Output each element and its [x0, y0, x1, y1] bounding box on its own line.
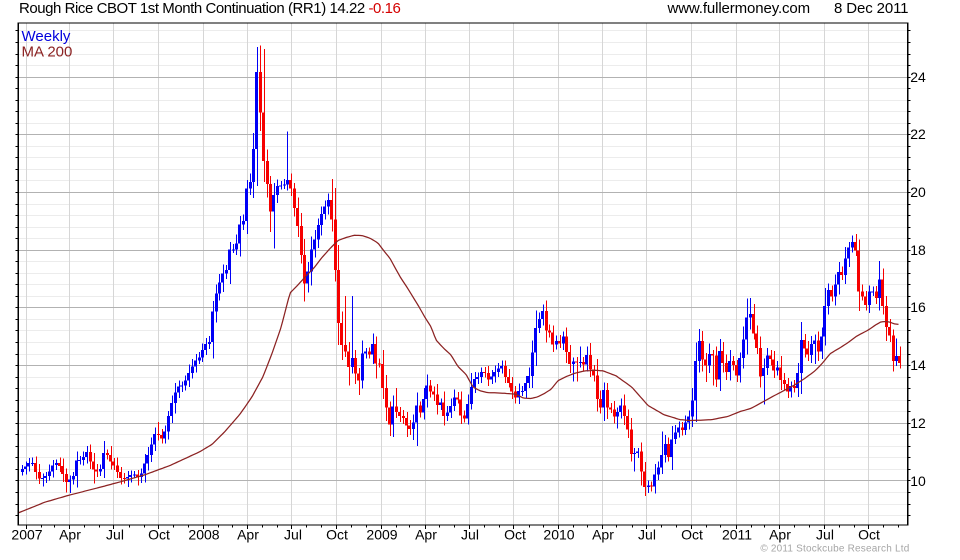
- svg-text:Rough Rice CBOT 1st Month Cont: Rough Rice CBOT 1st Month Continuation (…: [19, 0, 401, 17]
- svg-text:Oct: Oct: [681, 527, 703, 543]
- svg-text:Jul: Jul: [284, 527, 302, 543]
- svg-text:Oct: Oct: [504, 527, 526, 543]
- svg-text:Jul: Jul: [106, 527, 124, 543]
- svg-text:© 2011 Stockcube Research Ltd: © 2011 Stockcube Research Ltd: [760, 544, 909, 555]
- svg-text:24: 24: [910, 69, 926, 85]
- svg-text:18: 18: [910, 242, 926, 258]
- svg-text:2007: 2007: [11, 527, 42, 543]
- svg-text:MA 200: MA 200: [22, 44, 73, 61]
- svg-text:Apr: Apr: [769, 527, 791, 543]
- svg-text:10: 10: [910, 473, 926, 489]
- svg-text:Apr: Apr: [59, 527, 81, 543]
- svg-text:Oct: Oct: [148, 527, 170, 543]
- svg-text:Apr: Apr: [592, 527, 614, 543]
- svg-text:2010: 2010: [543, 527, 574, 543]
- svg-text:16: 16: [910, 299, 926, 315]
- svg-text:22: 22: [910, 126, 926, 142]
- svg-text:Jul: Jul: [816, 527, 834, 543]
- svg-text:Apr: Apr: [415, 527, 437, 543]
- svg-text:www.fullermoney.com: www.fullermoney.com: [667, 0, 810, 17]
- svg-text:Jul: Jul: [461, 527, 479, 543]
- svg-text:Jul: Jul: [638, 527, 656, 543]
- svg-text:Oct: Oct: [326, 527, 348, 543]
- svg-text:Weekly: Weekly: [22, 28, 71, 45]
- svg-text:20: 20: [910, 184, 926, 200]
- svg-text:2009: 2009: [366, 527, 397, 543]
- svg-text:12: 12: [910, 415, 926, 431]
- svg-text:2011: 2011: [722, 527, 752, 543]
- svg-text:2008: 2008: [188, 527, 219, 543]
- svg-text:8 Dec 2011: 8 Dec 2011: [834, 0, 908, 17]
- svg-text:14: 14: [910, 357, 926, 373]
- svg-text:Oct: Oct: [858, 527, 880, 543]
- svg-text:Apr: Apr: [237, 527, 259, 543]
